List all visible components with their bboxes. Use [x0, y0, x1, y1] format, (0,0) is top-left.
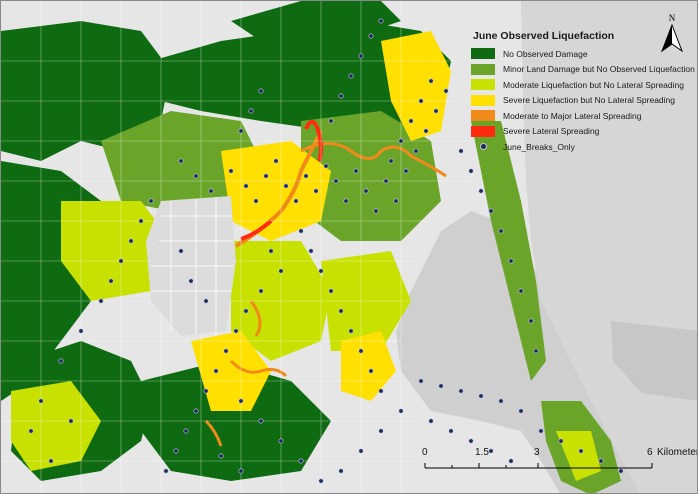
pipe-break-points [28, 18, 624, 484]
legend-label-severe-spread: Severe Lateral Spreading [503, 126, 600, 137]
severe-spread-central [240, 219, 273, 241]
legend-swatch-severe [471, 94, 495, 106]
legend-swatch-minor [471, 63, 495, 75]
legend-item-breaks: June_Breaks_Only [471, 139, 697, 155]
north-arrow: N [657, 13, 687, 55]
legend-label-no-damage: No Observed Damage [503, 48, 588, 59]
zone-minor-coast [471, 121, 546, 381]
map-legend: June Observed Liquefaction No Observed D… [471, 27, 697, 155]
legend-item-moderate-spread: Moderate to Major Lateral Spreading [471, 108, 697, 124]
scale-tick-0: 0 [422, 447, 428, 458]
point-dot-icon [479, 143, 487, 151]
legend-swatch-moderate [471, 79, 495, 91]
river-lateral-spread-2 [300, 142, 447, 178]
zone-no-damage-north-edge [231, 1, 401, 41]
legend-swatch-severe-spread [471, 125, 495, 137]
legend-swatch-moderate-spread [471, 110, 495, 122]
scale-tick-1: 1.5 [475, 447, 489, 458]
scale-bar-graphic [424, 463, 653, 469]
legend-label-severe: Severe Liquefaction but No Lateral Sprea… [503, 95, 676, 106]
legend-title: June Observed Liquefaction [473, 30, 615, 42]
legend-item-severe: Severe Liquefaction but No Lateral Sprea… [471, 93, 697, 109]
legend-point-symbol [471, 141, 495, 152]
zone-severe-3 [191, 331, 271, 411]
legend-label-minor: Minor Land Damage but No Observed Liquef… [503, 64, 695, 75]
legend-item-no-damage: No Observed Damage [471, 46, 697, 62]
north-arrow-icon [660, 23, 684, 53]
legend-item-severe-spread: Severe Lateral Spreading [471, 124, 697, 140]
river-lateral-spread-5 [204, 419, 223, 447]
scale-unit: Kilometers [657, 447, 697, 458]
zone-moderate-4 [11, 381, 101, 471]
zone-severe-2 [341, 331, 396, 401]
ocean-shade [611, 321, 697, 401]
central-streets [151, 197, 233, 335]
zone-no-damage-nw [1, 21, 171, 161]
scale-tick-3: 6 [647, 447, 653, 458]
legend-label-moderate: Moderate Liquefaction but No Lateral Spr… [503, 79, 684, 90]
legend-item-moderate: Moderate Liquefaction but No Lateral Spr… [471, 77, 697, 93]
legend-label-breaks: June_Breaks_Only [503, 141, 575, 152]
severe-spread-north [304, 120, 323, 162]
legend-swatch-no-damage [471, 48, 495, 60]
scale-bar: 0 1.5 3 6 Kilometers [420, 441, 697, 481]
zone-moderate-3 [61, 201, 171, 301]
zone-no-damage-n [151, 21, 451, 131]
legend-item-minor: Minor Land Damage but No Observed Liquef… [471, 62, 697, 78]
scale-tick-2: 3 [534, 447, 540, 458]
legend-label-moderate-spread: Moderate to Major Lateral Spreading [503, 110, 642, 121]
river-lateral-spread-4 [249, 300, 262, 337]
river-lateral-spread-3 [229, 359, 288, 378]
zone-severe-north [381, 31, 451, 141]
north-label: N [668, 13, 676, 23]
